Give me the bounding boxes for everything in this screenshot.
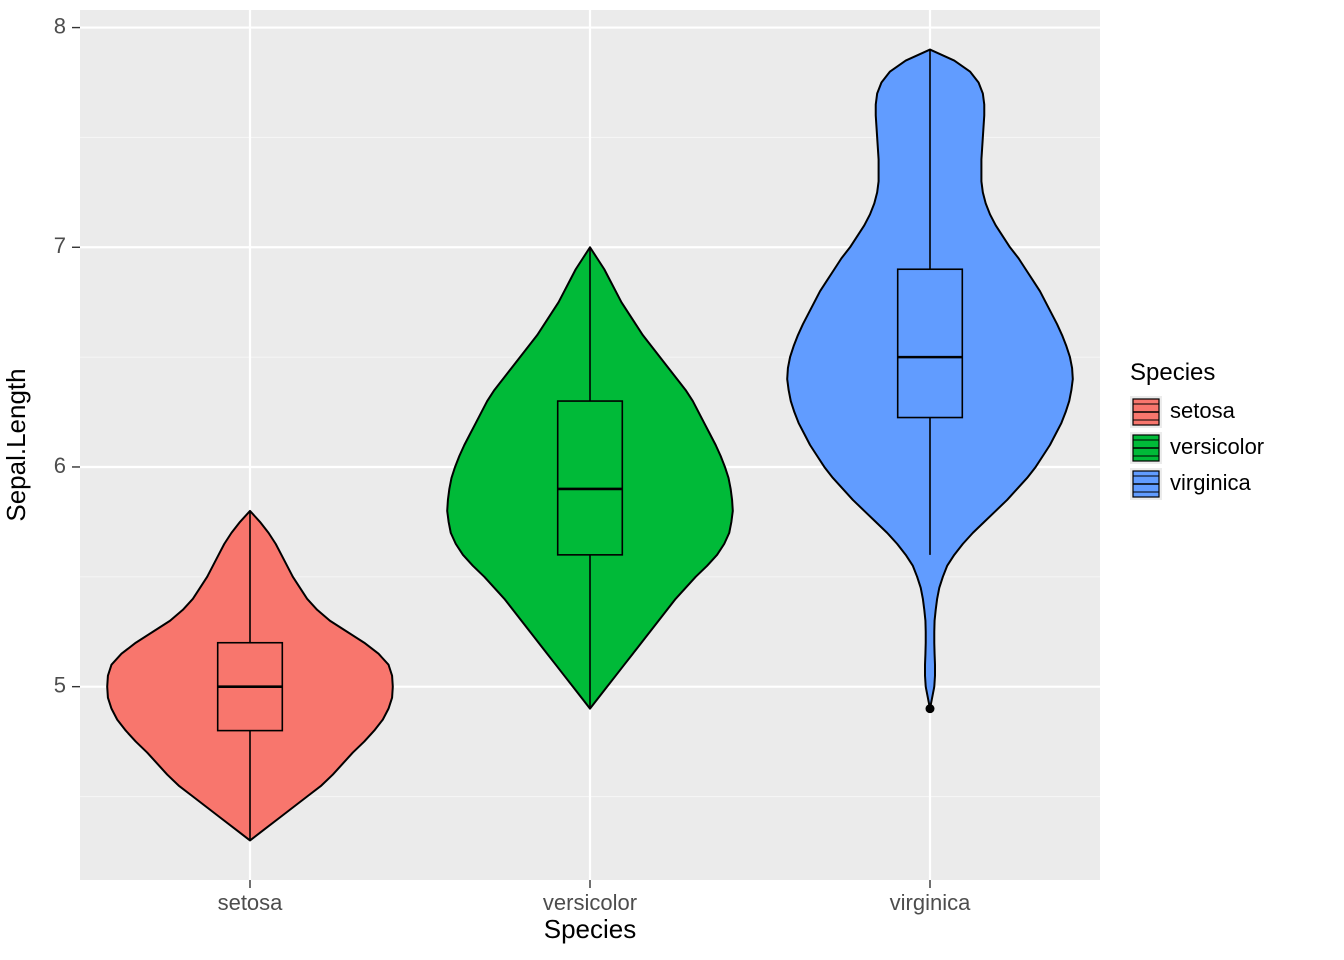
y-tick-label: 8 bbox=[54, 13, 66, 38]
y-tick-label: 6 bbox=[54, 453, 66, 478]
box-virginica bbox=[898, 269, 963, 417]
legend-label: versicolor bbox=[1170, 434, 1264, 459]
y-axis-title: Sepal.Length bbox=[1, 368, 31, 521]
y-tick-label: 7 bbox=[54, 233, 66, 258]
legend-label: setosa bbox=[1170, 398, 1236, 423]
x-tick-label: virginica bbox=[890, 890, 971, 915]
outlier-virginica bbox=[926, 704, 935, 713]
box-versicolor bbox=[558, 401, 623, 555]
x-axis-title: Species bbox=[544, 914, 637, 944]
violin-boxplot-chart: 5 6 7 8 setosa versicolor virginica Species Sepa… bbox=[0, 0, 1344, 960]
y-tick-label: 5 bbox=[54, 672, 66, 697]
x-tick-label: versicolor bbox=[543, 890, 637, 915]
x-tick-label: setosa bbox=[218, 890, 284, 915]
legend-label: virginica bbox=[1170, 470, 1251, 495]
legend-title: Species bbox=[1130, 359, 1215, 386]
